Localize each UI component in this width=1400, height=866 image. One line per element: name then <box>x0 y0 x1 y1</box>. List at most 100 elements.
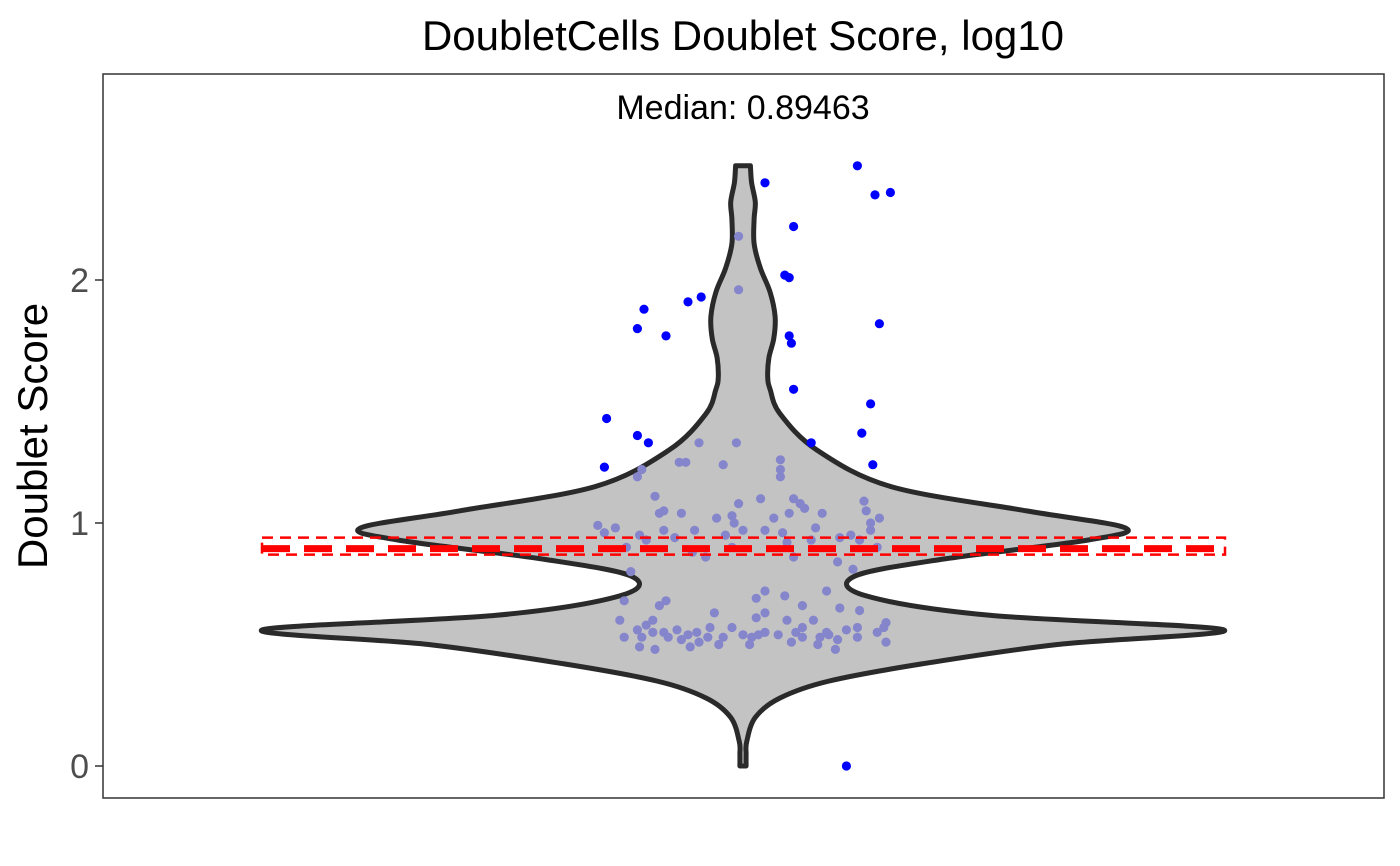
data-point <box>703 632 713 642</box>
data-point <box>797 622 808 633</box>
data-point <box>632 324 643 334</box>
data-point <box>881 637 891 647</box>
median-annotation: Median: 0.89463 <box>616 89 869 127</box>
data-point <box>709 608 720 618</box>
data-point <box>734 499 744 509</box>
data-point <box>870 190 880 200</box>
data-point <box>866 525 876 535</box>
data-point <box>619 632 629 642</box>
data-point <box>857 428 867 438</box>
data-point <box>714 639 724 650</box>
data-point <box>650 491 660 501</box>
data-point <box>874 319 885 329</box>
data-point <box>841 761 852 771</box>
data-point <box>626 567 636 577</box>
data-point <box>811 523 821 533</box>
data-point <box>696 292 706 302</box>
y-tick-label: 0 <box>70 748 89 786</box>
data-point <box>789 494 799 504</box>
data-point <box>672 625 682 635</box>
data-point <box>822 586 832 596</box>
data-point <box>610 523 621 533</box>
data-point <box>806 438 816 448</box>
data-point <box>852 161 863 171</box>
data-point <box>830 644 841 655</box>
data-point <box>619 596 629 606</box>
data-point <box>797 601 808 611</box>
data-point <box>734 285 744 295</box>
data-point <box>813 639 823 650</box>
data-point <box>835 603 845 613</box>
data-point <box>855 605 865 616</box>
data-point <box>775 464 786 475</box>
data-point <box>663 632 673 642</box>
data-point <box>848 564 858 574</box>
data-point <box>727 622 737 633</box>
data-point <box>661 596 671 606</box>
data-point <box>782 537 792 548</box>
data-point <box>637 632 647 642</box>
data-point <box>727 511 737 521</box>
data-point <box>639 304 649 314</box>
data-point <box>866 399 876 409</box>
data-point <box>681 457 691 467</box>
data-point <box>866 518 876 528</box>
data-point <box>784 508 794 518</box>
data-point <box>705 622 715 633</box>
y-tick-label: 1 <box>70 505 89 543</box>
data-point <box>874 513 885 523</box>
data-point <box>599 528 610 538</box>
data-point <box>861 506 871 516</box>
data-point <box>760 178 770 188</box>
data-point <box>760 608 770 618</box>
data-point <box>635 642 645 652</box>
data-point <box>659 525 669 535</box>
data-point <box>822 627 832 638</box>
data-point <box>833 557 843 567</box>
data-point <box>817 508 827 518</box>
data-point <box>738 525 748 535</box>
data-point <box>632 625 643 635</box>
data-point <box>797 632 808 642</box>
data-point <box>778 528 788 538</box>
data-point <box>632 430 643 441</box>
data-point <box>786 637 797 647</box>
data-point <box>868 460 878 470</box>
data-point <box>786 338 797 348</box>
data-point <box>676 635 687 645</box>
data-point <box>661 331 671 341</box>
data-point <box>637 464 647 475</box>
data-point <box>738 630 748 640</box>
data-point <box>756 494 766 504</box>
data-point <box>745 639 755 650</box>
y-tick-label: 2 <box>70 262 89 300</box>
data-point <box>648 627 658 638</box>
data-point <box>648 615 658 625</box>
data-point <box>775 455 786 465</box>
data-point <box>753 630 764 640</box>
data-point <box>690 525 700 535</box>
data-point <box>650 644 660 655</box>
y-axis-title: Doublet Score <box>9 303 56 569</box>
chart-title: DoubletCells Doublet Score, log10 <box>422 12 1064 59</box>
data-point <box>694 637 704 647</box>
data-point <box>782 615 792 625</box>
data-point <box>683 297 693 307</box>
data-point <box>683 630 693 640</box>
data-point <box>800 503 810 513</box>
data-point <box>751 613 761 623</box>
data-point <box>841 625 852 635</box>
data-point <box>789 384 799 394</box>
data-point <box>775 472 786 482</box>
data-point <box>670 533 680 543</box>
data-point <box>718 460 728 470</box>
data-point <box>784 331 794 341</box>
data-point <box>789 221 799 232</box>
data-point <box>791 627 801 638</box>
y-axis-ticks: 0 1 2 <box>70 262 103 786</box>
data-point <box>729 518 739 528</box>
data-point <box>852 622 863 633</box>
data-point <box>773 630 783 640</box>
data-point <box>784 273 794 283</box>
